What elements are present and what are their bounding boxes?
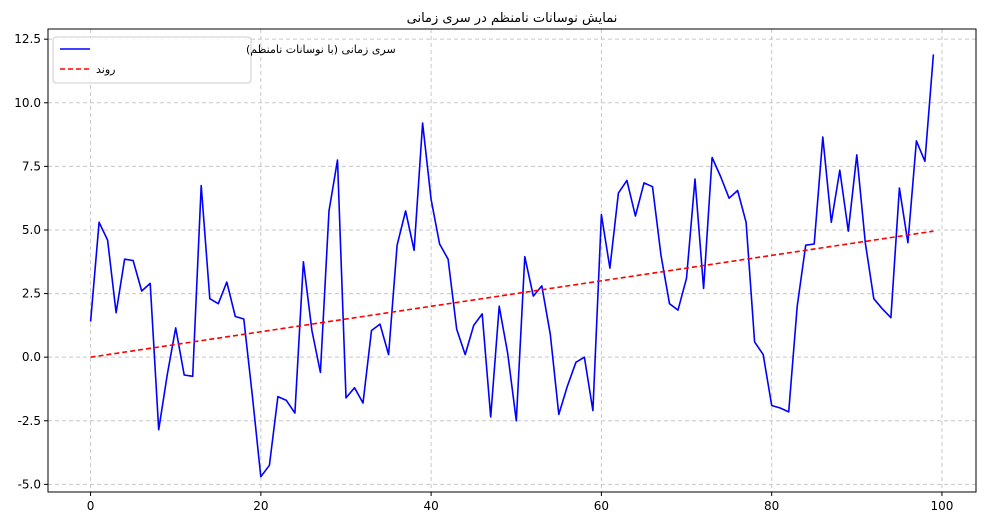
legend-box (52, 36, 252, 84)
y-tick-label: 2.5 (22, 287, 41, 301)
x-tick-label: 80 (764, 499, 779, 513)
y-tick-label: 10.0 (14, 96, 41, 110)
y-tick-label: 5.0 (22, 223, 41, 237)
chart-title: نمایش نوسانات نامنظم در سری زمانی (407, 11, 618, 26)
axis-ticks: 0 20 40 60 80 100 -5.0 -2.5 0.0 2.5 5.0 7.5 10.0 12.5 (14, 32, 953, 513)
legend: سری زمانی (با نوسانات نامنظم) روند (52, 36, 396, 84)
plot-frame (47, 28, 977, 493)
legend-label-series: سری زمانی (با نوسانات نامنظم) (246, 43, 396, 56)
series-lines (89, 54, 935, 478)
x-tick-label: 0 (87, 499, 95, 513)
x-tick-label: 20 (253, 499, 268, 513)
y-tick-label: -5.0 (18, 477, 41, 491)
y-tick-label: 0.0 (22, 350, 41, 364)
grid-lines (48, 29, 976, 492)
x-tick-label: 60 (594, 499, 609, 513)
series-line-trend (90, 230, 934, 358)
y-tick-label: 7.5 (22, 159, 41, 173)
y-tick-label: 12.5 (14, 32, 41, 46)
y-tick-label: -2.5 (18, 414, 41, 428)
x-tick-label: 100 (930, 499, 953, 513)
series-line-timeseries (89, 54, 935, 478)
x-tick-label: 40 (423, 499, 438, 513)
legend-label-trend: روند (96, 63, 115, 76)
